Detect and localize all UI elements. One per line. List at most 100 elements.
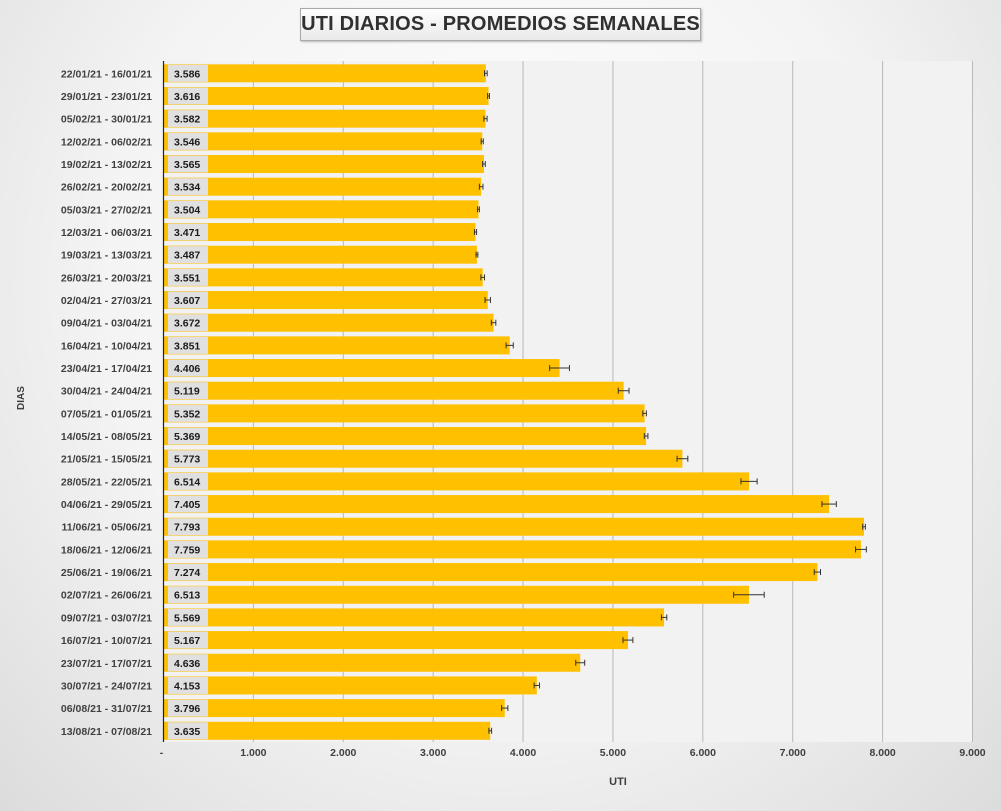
- bar: [163, 585, 749, 604]
- category-label: 04/06/21 - 29/05/21: [61, 499, 152, 511]
- data-label: 3.565: [174, 159, 200, 171]
- bar: [163, 563, 818, 582]
- error-bar: [660, 614, 668, 621]
- error-bar: [477, 206, 480, 213]
- data-label-box: [168, 314, 208, 332]
- data-label: 3.672: [174, 318, 200, 330]
- data-label: 5.352: [174, 408, 200, 420]
- error-bar: [483, 70, 488, 77]
- error-bar: [490, 319, 497, 326]
- data-label-box: [168, 699, 208, 717]
- bar: [163, 653, 581, 672]
- data-label: 3.586: [174, 68, 200, 80]
- data-label: 4.406: [174, 363, 200, 375]
- bar: [163, 87, 489, 106]
- error-bar: [488, 727, 493, 734]
- category-labels: 22/01/21 - 16/01/21 29/01/21 - 23/01/21 05…: [61, 68, 152, 737]
- error-bar: [575, 659, 586, 666]
- category-label: 30/04/21 - 24/04/21: [61, 386, 152, 398]
- error-bar: [480, 274, 485, 281]
- error-bar: [740, 478, 758, 485]
- data-label-box: [168, 586, 208, 604]
- data-label-box: [168, 178, 208, 196]
- category-label: 12/03/21 - 06/03/21: [61, 227, 152, 239]
- category-label: 26/02/21 - 20/02/21: [61, 182, 152, 194]
- data-label-box: [168, 495, 208, 513]
- data-label-box: [168, 87, 208, 105]
- bar: [163, 699, 505, 718]
- category-label: 02/07/21 - 26/06/21: [61, 590, 152, 602]
- x-tick-label: 5.000: [600, 747, 626, 759]
- error-bar: [501, 705, 509, 712]
- data-label: 4.636: [174, 658, 200, 670]
- error-bar: [505, 342, 514, 349]
- error-bar: [475, 251, 479, 258]
- data-label-box: [168, 110, 208, 128]
- data-label-box: [168, 427, 208, 445]
- category-label: 09/07/21 - 03/07/21: [61, 612, 152, 624]
- chart-title: UTI DIARIOS - PROMEDIOS SEMANALES: [300, 8, 701, 41]
- x-tick-label: 1.000: [240, 747, 266, 759]
- data-label: 7.793: [174, 522, 200, 534]
- data-label-box: [168, 382, 208, 400]
- bar: [163, 245, 477, 264]
- data-label: 6.514: [174, 476, 200, 488]
- error-bar: [473, 229, 478, 236]
- bar: [163, 200, 479, 219]
- data-label: 3.546: [174, 136, 200, 148]
- bar: [163, 268, 483, 287]
- bar: [163, 721, 491, 740]
- data-label-box: [168, 132, 208, 150]
- x-tick-label: 7.000: [780, 747, 806, 759]
- data-label-box: [168, 631, 208, 649]
- bar: [163, 132, 483, 151]
- bar: [163, 223, 476, 242]
- bar: [163, 336, 510, 355]
- data-label-box: [168, 223, 208, 241]
- data-label-box: [168, 540, 208, 558]
- x-tick-label: 6.000: [690, 747, 716, 759]
- x-tick-label: 8.000: [869, 747, 895, 759]
- data-label: 3.582: [174, 114, 200, 126]
- category-label: 28/05/21 - 22/05/21: [61, 476, 152, 488]
- data-label-box: [168, 722, 208, 740]
- error-bar: [480, 138, 484, 145]
- error-bar: [862, 523, 866, 530]
- bar: [163, 608, 665, 627]
- category-label: 21/05/21 - 15/05/21: [61, 454, 152, 466]
- category-label: 22/01/21 - 16/01/21: [61, 68, 152, 80]
- data-label: 3.796: [174, 703, 200, 715]
- category-label: 07/05/21 - 01/05/21: [61, 408, 152, 420]
- bar: [163, 495, 830, 514]
- bar: [163, 177, 482, 196]
- data-label: 3.534: [174, 182, 200, 194]
- error-bar: [813, 569, 821, 576]
- data-label-box: [168, 654, 208, 672]
- bars: 3.586 3.616 3.582 3.546 3.565 3.534 3.504 3.471…: [162, 61, 867, 742]
- data-label: 7.405: [174, 499, 200, 511]
- data-label: 7.759: [174, 544, 200, 556]
- data-label: 5.569: [174, 612, 200, 624]
- category-label: 29/01/21 - 23/01/21: [61, 91, 152, 103]
- data-label-box: [168, 64, 208, 82]
- bar: [163, 540, 861, 559]
- data-label-box: [168, 563, 208, 581]
- x-tick-label: 3.000: [420, 747, 446, 759]
- data-label-box: [168, 472, 208, 490]
- error-bar: [855, 546, 867, 553]
- category-label: 14/05/21 - 08/05/21: [61, 431, 152, 443]
- x-tick-label: 2.000: [330, 747, 356, 759]
- category-label: 12/02/21 - 06/02/21: [61, 136, 152, 148]
- data-label: 3.851: [174, 340, 200, 352]
- bar: [163, 427, 647, 446]
- bar: [163, 155, 484, 174]
- data-label: 3.487: [174, 250, 200, 262]
- data-label-box: [168, 518, 208, 536]
- data-label-box: [168, 200, 208, 218]
- bar: [163, 359, 560, 378]
- plot-area: [164, 61, 973, 742]
- bar: [163, 291, 488, 310]
- data-label: 3.616: [174, 91, 200, 103]
- x-axis-label: UTI: [609, 776, 627, 788]
- x-tick-labels: - 1.000 2.000 3.000 4.000 5.000 6.000 7.000 8.00…: [160, 747, 986, 759]
